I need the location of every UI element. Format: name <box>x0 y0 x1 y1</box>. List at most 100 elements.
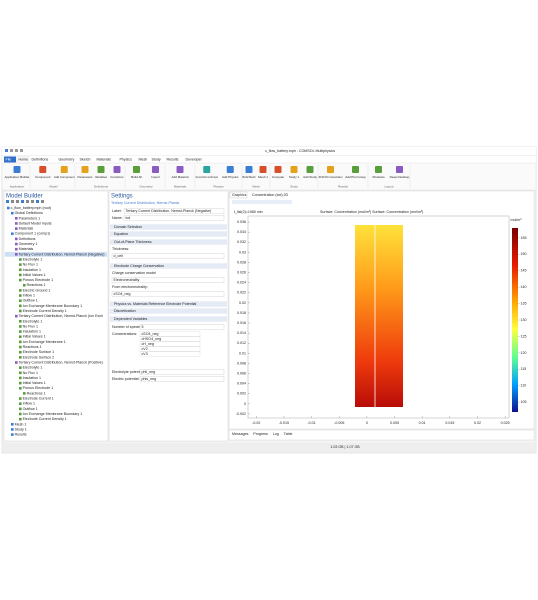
tree-item[interactable]: Geometry 1 <box>19 242 38 246</box>
ribbon-button[interactable]: Add Physics <box>222 175 239 179</box>
ribbon-icon[interactable] <box>13 166 21 173</box>
ribbon-tab[interactable]: Home <box>19 158 29 162</box>
ribbon-icon[interactable] <box>375 166 382 173</box>
ribbon-icon[interactable] <box>352 166 359 173</box>
ribbon-icon[interactable] <box>245 166 253 173</box>
tree-item[interactable]: Insulation 1 <box>23 268 41 272</box>
ribbon-tab[interactable]: Definitions <box>32 158 49 162</box>
tree-tool[interactable] <box>11 200 14 203</box>
input-box[interactable] <box>123 208 225 214</box>
tree-item[interactable]: Reactions 1 <box>27 391 46 395</box>
list-value[interactable]: cHSO4_neg <box>142 337 162 341</box>
section-title[interactable]: Electrode Charge Conservation <box>114 264 164 268</box>
ribbon-icon[interactable] <box>60 166 68 173</box>
input-value[interactable]: phis_neg <box>142 377 157 381</box>
section-title[interactable]: Domain Selection <box>114 225 142 229</box>
ribbon-button[interactable]: Reset Desktop <box>390 175 410 179</box>
tree-item[interactable]: Reactions 1 <box>23 345 42 349</box>
list-cell[interactable] <box>139 341 201 347</box>
ribbon-button[interactable]: Parameters <box>78 175 93 179</box>
tree-item[interactable]: Porous Electrode 1 <box>23 278 54 282</box>
tree-tool[interactable] <box>31 200 34 203</box>
tree-item[interactable]: Parameters 1 <box>19 216 41 220</box>
ribbon-tab[interactable]: Mesh <box>139 158 148 162</box>
input-box[interactable] <box>123 215 225 221</box>
input-value[interactable]: phil_neg <box>142 370 156 374</box>
ribbon-icon[interactable] <box>203 166 211 173</box>
ribbon-icon[interactable] <box>152 166 159 173</box>
list-cell[interactable] <box>139 346 201 352</box>
input-value[interactable]: 5 <box>142 325 144 329</box>
section-title[interactable]: Dependent Variables <box>114 317 148 321</box>
tree-item[interactable]: Electrode Current Density 1 <box>23 417 67 421</box>
tree-item[interactable]: Outflow 1 <box>23 299 38 303</box>
tree-item[interactable]: Electric Ground 1 <box>23 288 51 292</box>
input-box[interactable] <box>111 253 225 259</box>
tree-item[interactable]: Tertiary Current Distribution, Nernst-Pl… <box>19 314 103 318</box>
tree-item[interactable]: Initial Values 1 <box>23 273 46 277</box>
section-header[interactable] <box>110 316 227 322</box>
tree-item[interactable]: Default Model Inputs <box>19 221 52 225</box>
tree-item[interactable]: Insulation 1 <box>23 330 41 334</box>
plot-tab[interactable]: Concentration (tcd) 2D <box>252 193 289 197</box>
file-tab[interactable] <box>4 156 16 163</box>
list-value[interactable]: cV3 <box>142 352 148 356</box>
ribbon-button[interactable]: Build All <box>131 175 142 179</box>
ribbon-icon[interactable] <box>81 166 89 173</box>
tree-item[interactable]: No Flux 1 <box>23 263 38 267</box>
section-title[interactable]: Equation <box>114 232 128 236</box>
tree-item[interactable]: Electrolyte 1 <box>23 257 43 261</box>
tree-item[interactable]: Study 1 <box>15 427 27 431</box>
tree-item[interactable]: c_flow_battery.mph (root) <box>11 206 51 210</box>
tree-tool[interactable] <box>41 200 44 203</box>
ribbon-icon[interactable] <box>396 166 403 173</box>
ribbon-button[interactable]: Mesh 1 <box>258 175 268 179</box>
input-value[interactable]: tcd <box>126 216 131 220</box>
ribbon-icon[interactable] <box>133 166 140 173</box>
ribbon-button[interactable]: Tertiary Current Distribution, Nernst-Pl… <box>196 175 219 179</box>
icon[interactable] <box>15 149 18 152</box>
tree-item[interactable]: Electrolyte 1 <box>23 366 43 370</box>
section-header[interactable] <box>110 231 227 237</box>
input-value[interactable]: d_cell <box>114 254 124 258</box>
ribbon-button[interactable]: Study 1 <box>289 175 300 179</box>
tree-item[interactable]: Results <box>15 433 27 437</box>
tree-item[interactable]: No Flux 1 <box>23 371 38 375</box>
tree-item[interactable]: Inflow 1 <box>23 294 35 298</box>
ribbon-tab[interactable]: Developer <box>186 158 203 162</box>
ribbon-icon[interactable] <box>97 166 105 173</box>
list-value[interactable]: cSO4_neg <box>142 332 159 336</box>
tree-item[interactable]: Electrolyte 1 <box>23 319 43 323</box>
input-box[interactable] <box>111 277 225 283</box>
tree-item[interactable]: Materials <box>19 247 34 251</box>
tree-item[interactable]: Ion Exchange Membrane Boundary 1 <box>23 412 83 416</box>
tree-item[interactable]: Tertiary Current Distribution, Nernst-Pl… <box>19 360 103 364</box>
input-value[interactable]: cSO4_neg <box>114 292 131 296</box>
input-value[interactable]: Tertiary Current Distribution, Nernst-Pl… <box>126 209 212 213</box>
ribbon-tab[interactable]: Sketch <box>80 158 91 162</box>
tree-item[interactable]: Tertiary Current Distribution, Nernst-Pl… <box>19 252 105 256</box>
section-header[interactable] <box>110 239 227 245</box>
active-tab[interactable] <box>16 156 30 164</box>
tree-tool[interactable] <box>6 200 9 203</box>
tree-item[interactable]: Initial Values 1 <box>23 335 46 339</box>
tree-item[interactable]: Reactions 1 <box>27 283 46 287</box>
section-header[interactable] <box>110 224 227 230</box>
ribbon-button[interactable]: Component <box>35 175 51 179</box>
ribbon-tab[interactable]: Geometry <box>59 158 75 162</box>
tree-item[interactable]: Materials <box>19 227 34 231</box>
tree-tool[interactable] <box>16 200 19 203</box>
tree-item[interactable]: Inflow 1 <box>23 402 35 406</box>
tree-item[interactable]: Initial Values 1 <box>23 381 46 385</box>
input-box[interactable] <box>139 376 225 382</box>
ribbon-tab[interactable]: Physics <box>120 158 133 162</box>
ribbon-button[interactable]: 2D/3D Plot Concentration <box>319 175 343 179</box>
ribbon-icon[interactable] <box>226 166 234 173</box>
tree-item[interactable]: Electrode Current 1 <box>23 397 54 401</box>
ribbon-tab[interactable]: Results <box>167 158 179 162</box>
section-title[interactable]: Out-of-Plane Thickness <box>114 240 152 244</box>
ribbon-button[interactable]: Build Mesh <box>243 175 256 179</box>
ribbon-icon[interactable] <box>259 166 267 173</box>
ribbon-button[interactable]: Add Component <box>54 175 75 179</box>
tree-item[interactable]: Mesh 1 <box>15 422 27 426</box>
